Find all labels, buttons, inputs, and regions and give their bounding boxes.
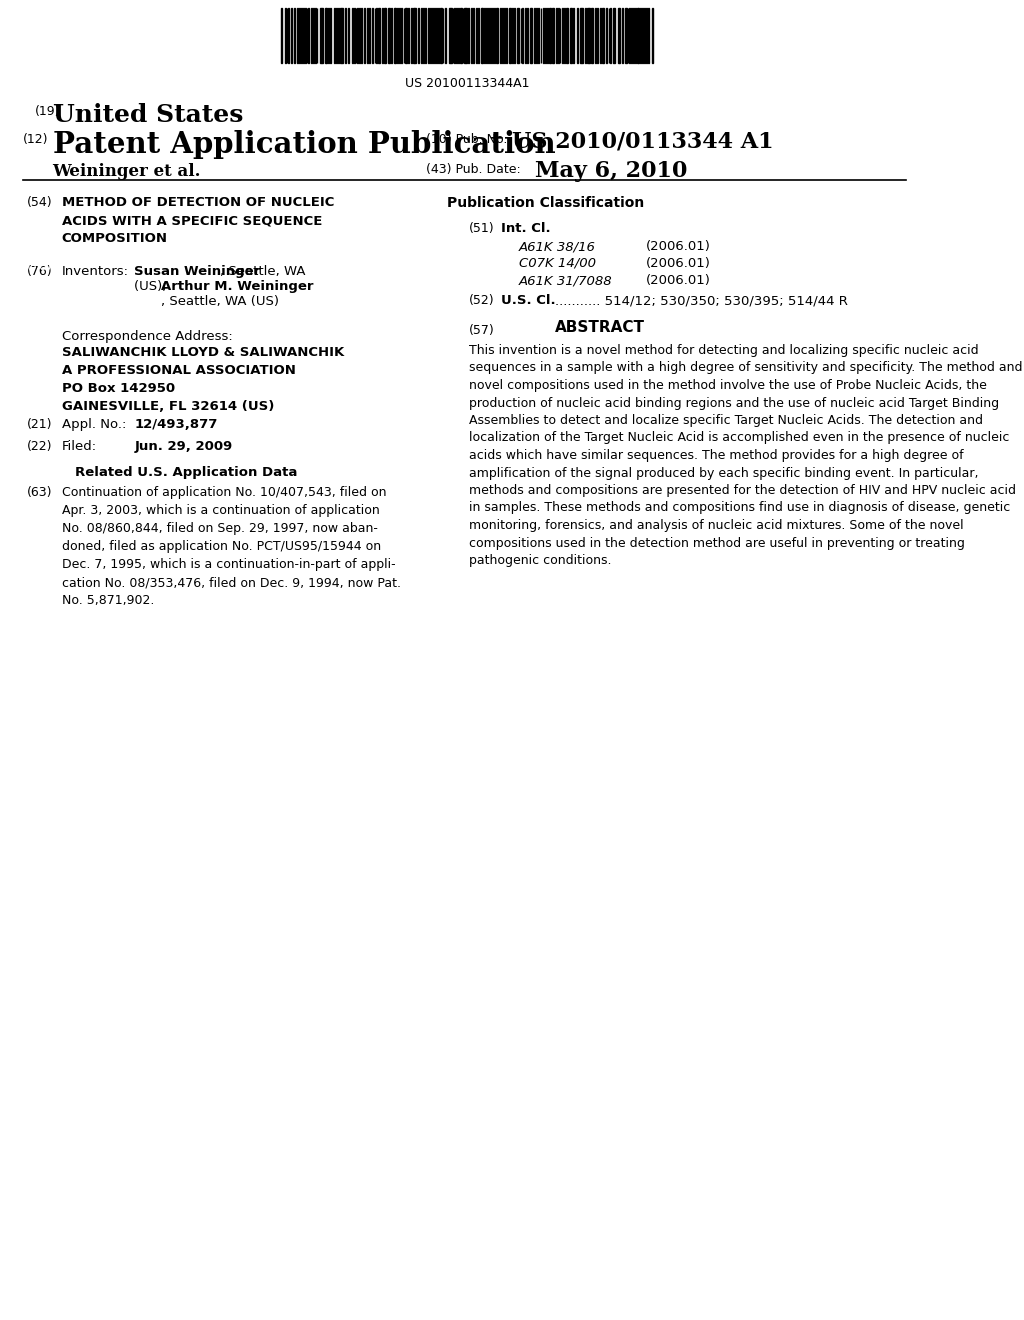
Text: ........... 514/12; 530/350; 530/395; 514/44 R: ........... 514/12; 530/350; 530/395; 51…: [555, 294, 848, 308]
Bar: [460, 8, 462, 63]
Text: , Seattle, WA: , Seattle, WA: [220, 265, 306, 279]
Text: Patent Application Publication: Patent Application Publication: [52, 129, 555, 158]
Text: C07K 14/00: C07K 14/00: [519, 257, 596, 271]
Text: METHOD OF DETECTION OF NUCLEIC
ACIDS WITH A SPECIFIC SEQUENCE
COMPOSITION: METHOD OF DETECTION OF NUCLEIC ACIDS WIT…: [61, 195, 334, 246]
Text: (2006.01): (2006.01): [646, 257, 711, 271]
Bar: [591, 8, 593, 63]
Text: , Seattle, WA (US): , Seattle, WA (US): [162, 294, 280, 308]
Text: (19): (19): [35, 106, 60, 117]
Bar: [464, 8, 467, 63]
Bar: [345, 8, 346, 63]
Text: (57): (57): [469, 323, 495, 337]
Bar: [496, 8, 498, 63]
Text: US 20100113344A1: US 20100113344A1: [404, 77, 529, 90]
Bar: [517, 8, 519, 63]
Bar: [340, 8, 343, 63]
Text: Correspondence Address:: Correspondence Address:: [61, 330, 232, 343]
Text: (51): (51): [469, 222, 495, 235]
Text: (2006.01): (2006.01): [646, 275, 711, 286]
Bar: [602, 8, 604, 63]
Text: Jun. 29, 2009: Jun. 29, 2009: [134, 440, 232, 453]
Text: Filed:: Filed:: [61, 440, 97, 453]
Bar: [570, 8, 572, 63]
Text: Inventors:: Inventors:: [61, 265, 129, 279]
Text: Int. Cl.: Int. Cl.: [501, 222, 550, 235]
Bar: [566, 8, 567, 63]
Text: Arthur M. Weininger: Arthur M. Weininger: [162, 280, 314, 293]
Text: This invention is a novel method for detecting and localizing specific nucleic a: This invention is a novel method for det…: [469, 345, 1022, 568]
Text: (12): (12): [23, 133, 48, 147]
Text: May 6, 2010: May 6, 2010: [536, 160, 687, 182]
Text: US 2010/0113344 A1: US 2010/0113344 A1: [512, 129, 774, 152]
Bar: [378, 8, 380, 63]
Bar: [613, 8, 614, 63]
Text: A61K 38/16: A61K 38/16: [519, 240, 596, 253]
Text: (2006.01): (2006.01): [646, 240, 711, 253]
Text: U.S. Cl.: U.S. Cl.: [501, 294, 555, 308]
Text: (22): (22): [28, 440, 52, 453]
Bar: [509, 8, 511, 63]
Text: Weininger et al.: Weininger et al.: [52, 162, 201, 180]
Bar: [321, 8, 323, 63]
Text: (US);: (US);: [134, 280, 171, 293]
Text: United States: United States: [52, 103, 243, 127]
Bar: [415, 8, 417, 63]
Text: Appl. No.:: Appl. No.:: [61, 418, 126, 432]
Text: Publication Classification: Publication Classification: [447, 195, 644, 210]
Bar: [581, 8, 583, 63]
Text: Continuation of application No. 10/407,543, filed on
Apr. 3, 2003, which is a co: Continuation of application No. 10/407,5…: [61, 486, 400, 607]
Bar: [492, 8, 494, 63]
Text: ABSTRACT: ABSTRACT: [555, 319, 645, 335]
Text: Susan Weininger: Susan Weininger: [134, 265, 260, 279]
Bar: [625, 8, 627, 63]
Text: (43) Pub. Date:: (43) Pub. Date:: [426, 162, 521, 176]
Text: (76): (76): [28, 260, 53, 273]
Text: (21): (21): [28, 418, 52, 432]
Text: (54): (54): [28, 195, 53, 209]
Text: (10) Pub. No.:: (10) Pub. No.:: [426, 133, 512, 147]
Bar: [552, 8, 554, 63]
Bar: [449, 8, 452, 63]
Bar: [423, 8, 424, 63]
Bar: [440, 8, 441, 63]
Text: (76): (76): [28, 265, 53, 279]
Text: A61K 31/7088: A61K 31/7088: [519, 275, 612, 286]
Bar: [406, 8, 408, 63]
Bar: [587, 8, 589, 63]
Bar: [549, 8, 551, 63]
Text: SALIWANCHIK LLOYD & SALIWANCHIK
A PROFESSIONAL ASSOCIATION
PO Box 142950
GAINESV: SALIWANCHIK LLOYD & SALIWANCHIK A PROFES…: [61, 346, 344, 413]
Bar: [388, 8, 390, 63]
Text: 12/493,877: 12/493,877: [134, 418, 217, 432]
Text: (63): (63): [28, 486, 52, 499]
Text: Related U.S. Application Data: Related U.S. Application Data: [75, 466, 297, 479]
Text: (52): (52): [469, 294, 495, 308]
